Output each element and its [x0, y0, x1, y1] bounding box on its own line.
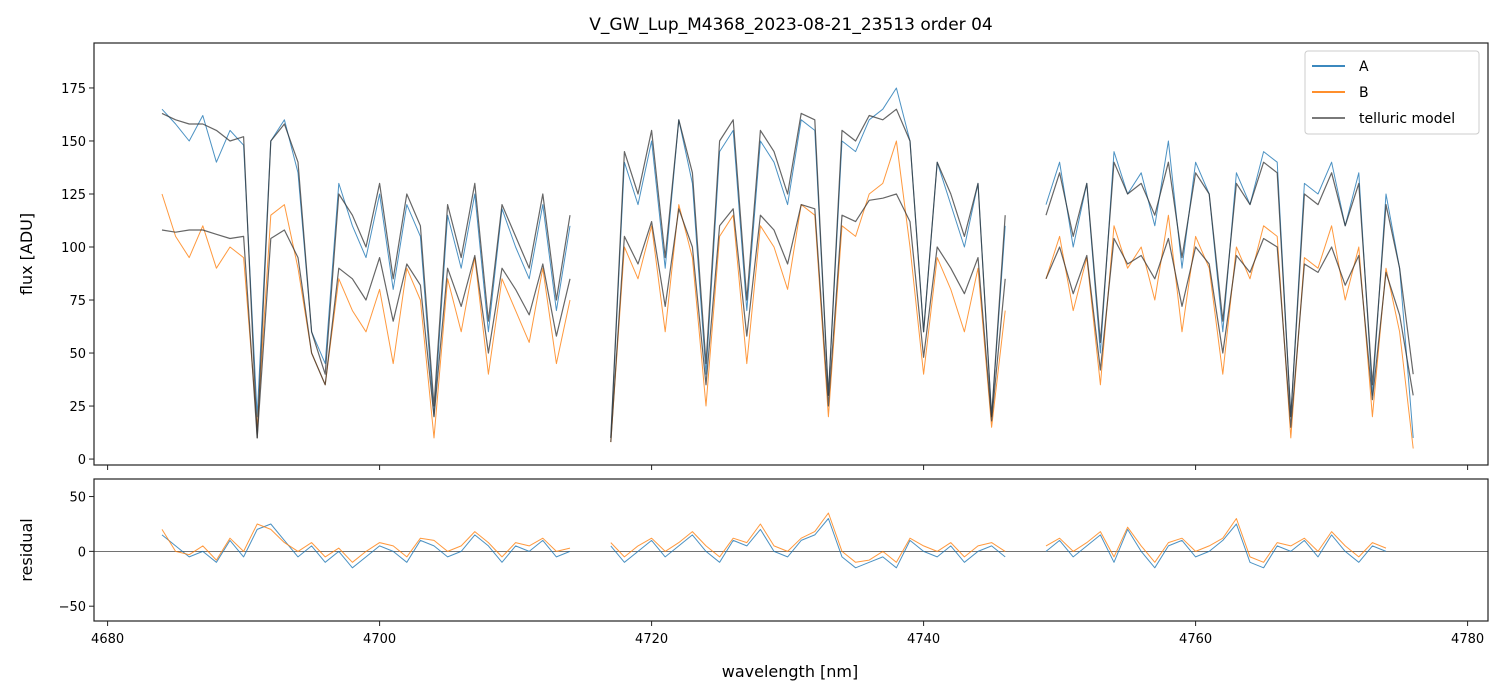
y-axis-label-residual: residual — [17, 518, 36, 581]
axes-frame-0 — [93, 42, 1489, 466]
x-tick-label: 4780 — [1451, 632, 1484, 647]
y-tick-label: −50 — [59, 600, 86, 615]
axes-frame-1 — [93, 478, 1489, 622]
y-tick-label: 75 — [69, 294, 86, 309]
y-tick-label: 0 — [78, 453, 86, 468]
plot-area-1 — [94, 512, 1488, 569]
y-tick-label: 25 — [69, 400, 86, 415]
chart-title: V_GW_Lup_M4368_2023-08-21_23513 order 04 — [589, 15, 992, 35]
legend-label: B — [1359, 85, 1369, 101]
y-tick-label: 175 — [61, 82, 86, 97]
series-line-telluric-model-0 — [161, 108, 1414, 439]
plot-area-0 — [161, 87, 1414, 449]
y-axis-label-flux: flux [ADU] — [17, 213, 36, 295]
series-line-a-1 — [161, 518, 1387, 569]
x-tick-label: 4740 — [907, 632, 940, 647]
x-tick-label: 4680 — [91, 632, 124, 647]
y-tick-label: 0 — [78, 545, 86, 560]
legend-label: A — [1359, 59, 1369, 75]
x-axis-label: wavelength [nm] — [722, 662, 859, 681]
x-tick-label: 4700 — [363, 632, 396, 647]
x-tick-label: 4720 — [635, 632, 668, 647]
legend-box — [1304, 50, 1480, 135]
y-tick-label: 50 — [69, 347, 86, 362]
x-tick-label: 4760 — [1179, 632, 1212, 647]
legend-label: telluric model — [1359, 111, 1455, 127]
series-line-telluric-model-b-0 — [161, 193, 1414, 443]
y-tick-label: 100 — [61, 241, 86, 256]
y-tick-label: 125 — [61, 188, 86, 203]
series-line-b-1 — [161, 512, 1387, 563]
y-tick-label: 50 — [69, 491, 86, 506]
y-tick-label: 150 — [61, 135, 86, 150]
